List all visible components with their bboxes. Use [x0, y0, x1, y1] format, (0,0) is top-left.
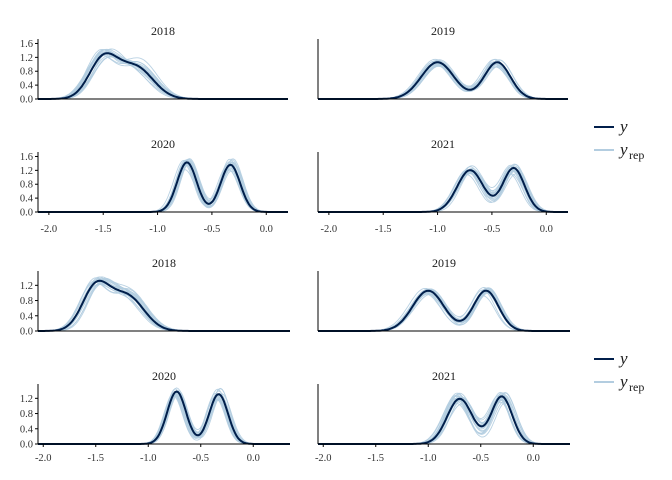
x-tick-label: -2.0	[321, 224, 338, 235]
yrep-density-line	[318, 291, 570, 332]
y-tick-label: 0.4	[20, 311, 34, 322]
yrep-density-line	[38, 276, 290, 332]
y-tick-label: 0.0	[20, 327, 33, 338]
yrep-density-line	[318, 63, 568, 100]
x-tick-label: -1.0	[149, 224, 166, 235]
y-tick-label: 0.8	[20, 67, 33, 78]
y-density-line	[318, 289, 570, 332]
panel-1-2021: 2021 -2.0 -1.5 -1.0 -0.5 0.0	[317, 137, 568, 235]
yrep-density-line	[38, 278, 290, 332]
x-tick-label: -1.5	[367, 453, 384, 464]
x-tick-label: 0.0	[527, 453, 540, 464]
panel-1-2018: 2018 0.0 0.4 0.8 1.2 1.6	[20, 24, 288, 106]
y-tick-label: 0.8	[20, 180, 33, 191]
x-tick-label: 0.0	[260, 224, 273, 235]
y-tick-label: 0.8	[20, 409, 33, 420]
yrep-density-line	[318, 63, 568, 100]
panel-strip-label: 2021	[431, 137, 455, 151]
y-tick-label: 1.2	[20, 166, 33, 177]
panel-strip-label: 2021	[432, 369, 456, 383]
y-tick-label: 0.4	[20, 424, 34, 435]
yrep-density-line	[38, 278, 290, 332]
x-tick-label: -1.0	[420, 453, 437, 464]
panel-2-2021: 2021 -2.0 -1.5 -1.0 -0.5 0.0	[315, 369, 570, 464]
panel-strip-label: 2018	[152, 256, 176, 270]
x-tick-label: 0.0	[247, 453, 260, 464]
yrep-density-line	[318, 289, 570, 332]
legend-yrep-subscript: rep	[629, 380, 644, 394]
yrep-density-line	[318, 289, 570, 332]
yrep-density-line	[38, 278, 290, 332]
panel-strip-label: 2019	[431, 24, 455, 38]
x-tick-label: -2.0	[41, 224, 58, 235]
yrep-density-line	[38, 277, 290, 332]
yrep-density-line	[318, 63, 568, 100]
y-tick-label: 0.8	[20, 296, 33, 307]
legend-yrep-label: y	[618, 140, 628, 159]
x-tick-label: -2.0	[315, 453, 332, 464]
yrep-density-line	[38, 278, 290, 332]
panel-strip-label: 2020	[152, 369, 176, 383]
x-tick-label: -0.5	[484, 224, 501, 235]
yrep-density-line	[318, 290, 570, 332]
panel-strip-label: 2018	[151, 24, 175, 38]
y-tick-label: 0.0	[20, 95, 33, 106]
y-tick-label: 1.2	[20, 281, 33, 292]
y-tick-label: 1.2	[20, 394, 33, 405]
legend-yrep-label: y	[618, 372, 628, 391]
y-tick-label: 0.4	[20, 194, 34, 205]
x-tick-label: -0.5	[472, 453, 489, 464]
yrep-density-line	[318, 63, 568, 100]
x-tick-label: 0.0	[540, 224, 553, 235]
yrep-density-line	[318, 290, 570, 332]
x-tick-label: -1.5	[87, 453, 104, 464]
x-tick-label: -1.0	[140, 453, 157, 464]
legend-1: yy rep	[594, 117, 644, 162]
x-tick-label: -0.5	[192, 453, 209, 464]
panel-2-2020: 2020 0.0 0.4 0.8 1.2 -2.0 -1.5 -1.0 -0.5 0.0	[20, 369, 290, 464]
legend-y-label: y	[618, 117, 628, 136]
panel-2-2018: 2018 0.0 0.4 0.8 1.2	[20, 256, 290, 338]
y-tick-label: 0.0	[20, 208, 33, 219]
yrep-density-line	[318, 64, 568, 100]
panel-1-2019: 2019	[317, 24, 568, 100]
yrep-density-line	[318, 59, 568, 100]
x-tick-label: -1.5	[375, 224, 392, 235]
x-tick-label: -1.0	[429, 224, 446, 235]
panel-1-2020: 2020 0.0 0.4 0.8 1.2 1.6 -2.0 -1.5 -1.0 -0.5 0.0	[20, 137, 288, 235]
yrep-density-line	[38, 277, 290, 332]
y-tick-label: 1.6	[20, 152, 33, 163]
panel-strip-label: 2020	[151, 137, 175, 151]
y-tick-label: 1.6	[20, 39, 33, 50]
y-tick-label: 1.2	[20, 53, 33, 64]
x-tick-label: -0.5	[204, 224, 221, 235]
y-tick-label: 0.4	[20, 81, 34, 92]
yrep-density-line	[38, 276, 290, 332]
legend-y-label: y	[618, 349, 628, 368]
x-tick-label: -2.0	[35, 453, 52, 464]
legend-2: yy rep	[594, 349, 644, 394]
x-tick-label: -1.5	[95, 224, 112, 235]
yrep-density-line	[318, 288, 570, 332]
legend-yrep-subscript: rep	[629, 148, 644, 162]
panel-2-2019: 2019	[317, 256, 570, 332]
panel-strip-label: 2019	[432, 256, 456, 270]
yrep-density-line	[318, 289, 570, 332]
yrep-density-line	[318, 396, 570, 445]
yrep-density-line	[38, 161, 288, 213]
y-tick-label: 0.0	[20, 440, 33, 451]
